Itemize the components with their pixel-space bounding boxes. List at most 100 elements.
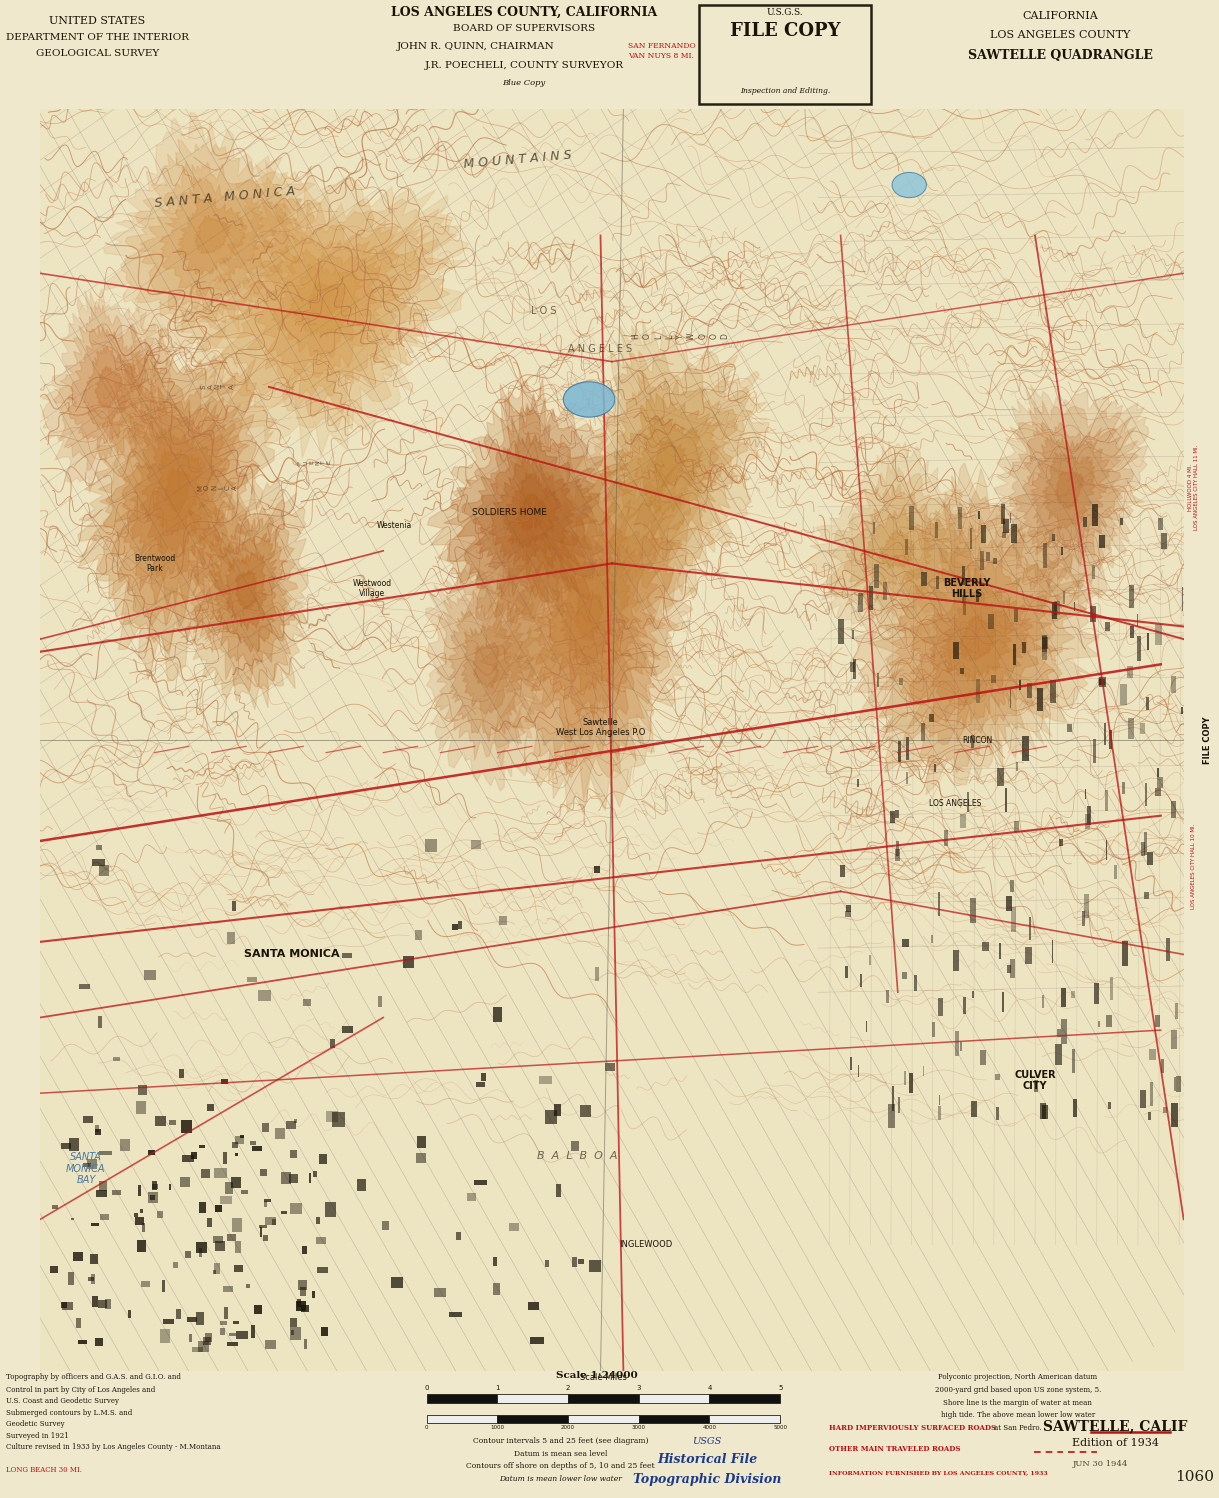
Polygon shape <box>254 234 399 377</box>
Polygon shape <box>853 463 1103 795</box>
Polygon shape <box>78 325 277 682</box>
Bar <box>991 676 996 683</box>
Bar <box>1147 1112 1151 1121</box>
Bar <box>233 1218 241 1231</box>
Bar <box>291 1330 294 1335</box>
Bar <box>147 1191 157 1203</box>
Bar <box>250 1141 256 1144</box>
Polygon shape <box>1056 472 1084 509</box>
Polygon shape <box>887 518 1070 745</box>
Polygon shape <box>1030 434 1111 548</box>
Bar <box>474 1180 486 1185</box>
Bar <box>709 1393 780 1402</box>
Bar <box>138 1185 141 1195</box>
Bar <box>859 974 863 987</box>
Bar <box>190 1152 196 1159</box>
Bar <box>1011 524 1018 542</box>
Bar <box>939 891 940 917</box>
Bar <box>846 905 851 912</box>
Bar <box>922 724 925 742</box>
Bar <box>221 1321 228 1326</box>
Bar <box>963 595 964 604</box>
Bar <box>308 1173 311 1183</box>
Text: JUN 30 1944: JUN 30 1944 <box>1073 1459 1128 1468</box>
Bar <box>983 942 989 951</box>
Bar <box>260 1168 267 1176</box>
Bar <box>958 508 962 529</box>
Bar <box>1014 821 1019 831</box>
Text: H
O
L
L
Y
W
O
O
D: H O L L Y W O O D <box>631 333 729 340</box>
Bar <box>869 956 870 965</box>
Bar <box>1009 688 1012 709</box>
Text: SOLDIERS HOME: SOLDIERS HOME <box>472 508 546 517</box>
Bar <box>929 715 934 722</box>
Bar <box>989 614 993 629</box>
Text: GEOLOGICAL SURVEY: GEOLOGICAL SURVEY <box>35 49 160 58</box>
Bar <box>90 1222 99 1225</box>
Polygon shape <box>880 529 915 568</box>
Bar <box>135 1101 145 1115</box>
Bar <box>391 1276 403 1288</box>
Polygon shape <box>233 213 419 398</box>
Polygon shape <box>104 112 322 357</box>
Bar <box>93 1296 98 1306</box>
Bar <box>1040 1103 1046 1119</box>
Text: HOLLWOOD 4 MI.
LOS ANGELES CITY HALL 11 MI.: HOLLWOOD 4 MI. LOS ANGELES CITY HALL 11 … <box>1189 445 1199 530</box>
Bar <box>221 1079 228 1085</box>
Bar <box>1093 739 1096 762</box>
Bar <box>1140 724 1146 734</box>
Bar <box>343 1026 352 1034</box>
Bar <box>99 1152 111 1155</box>
Text: M
O
N
I
C
A: M O N I C A <box>197 485 238 491</box>
Bar <box>138 1240 146 1252</box>
Bar <box>639 1393 709 1402</box>
Bar <box>594 866 600 873</box>
Bar <box>595 968 599 981</box>
Bar <box>1154 625 1162 646</box>
Bar <box>1019 680 1020 691</box>
Text: RINCON: RINCON <box>963 736 993 745</box>
Bar <box>936 577 939 589</box>
Bar <box>904 539 908 556</box>
Bar <box>241 1191 247 1194</box>
Bar <box>227 1342 238 1345</box>
Bar <box>141 1281 150 1287</box>
Bar <box>553 1104 561 1116</box>
Polygon shape <box>619 391 720 542</box>
Bar <box>215 1263 219 1273</box>
Bar <box>857 779 859 786</box>
Polygon shape <box>289 265 363 339</box>
Bar <box>1061 1019 1067 1044</box>
Bar <box>300 1287 306 1296</box>
Bar <box>1111 977 1113 1001</box>
Bar <box>1176 1076 1181 1092</box>
Bar <box>176 1309 180 1318</box>
Polygon shape <box>941 590 1014 683</box>
Bar <box>226 1182 234 1194</box>
Bar <box>52 1206 57 1209</box>
Bar <box>1108 1103 1112 1109</box>
Text: 3: 3 <box>636 1386 641 1392</box>
Text: SAWTELLE QUADRANGLE: SAWTELLE QUADRANGLE <box>968 49 1153 63</box>
Text: 4: 4 <box>707 1386 712 1392</box>
Bar <box>151 1180 157 1189</box>
Bar <box>1145 831 1147 855</box>
Bar <box>1057 1029 1062 1038</box>
Polygon shape <box>428 377 633 631</box>
Bar <box>1042 635 1047 652</box>
Bar <box>467 1192 477 1201</box>
Bar <box>189 1333 191 1342</box>
Bar <box>212 1236 223 1243</box>
Text: L O S: L O S <box>530 306 556 316</box>
Text: Shore line is the margin of water at mean: Shore line is the margin of water at mea… <box>944 1399 1092 1407</box>
Bar <box>1156 1014 1159 1026</box>
Bar <box>1136 637 1141 661</box>
Bar <box>260 1227 262 1237</box>
Bar <box>128 1309 130 1318</box>
Polygon shape <box>444 392 617 619</box>
Bar <box>233 1321 239 1324</box>
Text: 5000: 5000 <box>773 1426 787 1431</box>
Bar <box>998 944 1001 959</box>
Polygon shape <box>985 385 1148 613</box>
Bar <box>895 809 900 818</box>
